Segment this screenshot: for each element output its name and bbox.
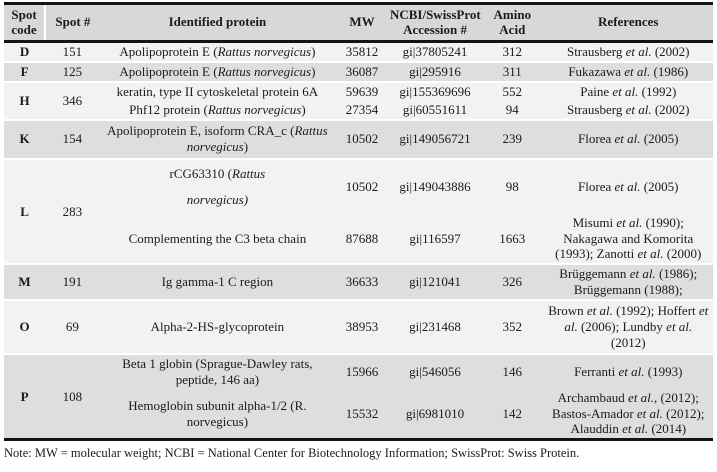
col-header-references: References	[543, 3, 713, 43]
cell-mw: 27354	[335, 100, 389, 120]
cell-mw: 36633	[335, 263, 389, 301]
cell-references: Ferranti et al. (1993)	[543, 353, 713, 389]
cell-identified-protein: Apolipoprotein E (Rattus norvegicus)	[99, 41, 336, 62]
cell-amino-acid: 312	[481, 41, 544, 62]
cell-mw: 87688	[335, 213, 389, 265]
cell-amino-acid: 98	[481, 157, 544, 214]
cell-amino-acid: 1663	[481, 213, 544, 265]
table-row: F 125 Apolipoprotein E (Rattus norvegicus)…	[4, 60, 713, 82]
cell-spot-number: 283	[45, 157, 100, 265]
table-row: H 346 keratin, type II cytoskeletal protei…	[4, 80, 713, 120]
table-row: Phf12 protein (Rattus norvegicus) 27354 gi…	[4, 100, 713, 120]
header-row: Spot code Spot # Identified protein MW N…	[4, 3, 713, 43]
table-row: Hemoglobin subunit alpha-1/2 (R. norvegi…	[4, 388, 713, 440]
cell-amino-acid: 552	[481, 80, 544, 101]
cell-spot-number: 154	[45, 118, 100, 159]
cell-accession-number: gi|121041	[388, 263, 482, 301]
table-note: Note: MW = molecular weight; NCBI = Nati…	[4, 446, 580, 461]
cell-accession-number: gi|6981010	[388, 388, 482, 440]
cell-identified-protein: Alpha-2-HS-glycoprotein	[99, 299, 336, 355]
table-row: D 151 Apolipoprotein E (Rattus norvegicus)…	[4, 41, 713, 62]
cell-identified-protein: Hemoglobin subunit alpha-1/2 (R. norvegi…	[99, 388, 336, 440]
col-header-identified-protein: Identified protein	[99, 3, 336, 43]
cell-spot-code: O	[4, 299, 46, 355]
cell-references: Strausberg et al. (2002)	[543, 41, 713, 62]
cell-mw: 10502	[335, 118, 389, 159]
cell-accession-number: gi|37805241	[388, 41, 482, 62]
cell-amino-acid: 311	[481, 60, 544, 82]
cell-amino-acid: 142	[481, 388, 544, 440]
cell-accession-number: gi|155369696	[388, 80, 482, 101]
cell-accession-number: gi|116597	[388, 213, 482, 265]
col-header-spot-number: Spot #	[45, 3, 100, 43]
cell-amino-acid: 352	[481, 299, 544, 355]
cell-identified-protein: Complementing the C3 beta chain	[99, 213, 336, 265]
table-body: D 151 Apolipoprotein E (Rattus norvegicus)…	[4, 41, 713, 440]
cell-spot-number: 151	[45, 41, 100, 62]
cell-spot-code: D	[4, 41, 46, 62]
cell-mw: 15532	[335, 388, 389, 440]
cell-spot-number: 191	[45, 263, 100, 301]
table-row: P 108 Beta 1 globin (Sprague-Dawley rats, …	[4, 353, 713, 440]
cell-amino-acid: 146	[481, 353, 544, 389]
cell-spot-number: 69	[45, 299, 100, 355]
col-header-accession: NCBI/SwissProt Accession #	[388, 3, 482, 43]
cell-references: Fukazawa et al. (1986)	[543, 60, 713, 82]
cell-spot-number: 108	[45, 353, 100, 440]
cell-accession-number: gi|231468	[388, 299, 482, 355]
cell-amino-acid: 326	[481, 263, 544, 301]
cell-references: Paine et al. (1992)	[543, 80, 713, 101]
col-header-mw: MW	[335, 3, 389, 43]
cell-spot-code: M	[4, 263, 46, 301]
cell-mw: 36087	[335, 60, 389, 82]
cell-mw: 35812	[335, 41, 389, 62]
cell-mw: 15966	[335, 353, 389, 389]
protein-identification-table: Spot code Spot # Identified protein MW N…	[4, 2, 713, 442]
cell-identified-protein: rCG63310 (Rattus norvegicus)	[99, 157, 336, 214]
cell-identified-protein: Phf12 protein (Rattus norvegicus)	[99, 100, 336, 120]
col-header-spot-code: Spot code	[4, 3, 47, 43]
table-figure: Spot code Spot # Identified protein MW N…	[4, 2, 713, 461]
cell-accession-number: gi|149043886	[388, 157, 482, 214]
cell-accession-number: gi|546056	[388, 353, 482, 389]
cell-references: Florea et al. (2005)	[543, 118, 713, 159]
cell-identified-protein: Apolipoprotein E (Rattus norvegicus)	[99, 60, 336, 82]
col-header-amino-acid: Amino Acid	[481, 3, 544, 43]
cell-references: Florea et al. (2005)	[543, 157, 713, 214]
table-header: Spot code Spot # Identified protein MW N…	[4, 3, 713, 43]
cell-identified-protein: keratin, type II cytoskeletal protein 6A	[99, 80, 336, 101]
cell-spot-number: 125	[45, 60, 100, 82]
table-row: K 154 Apolipoprotein E, isoform CRA_c (Rat…	[4, 118, 713, 159]
cell-references: Archambaud et al., (2012); Bastos-Amador…	[543, 388, 713, 440]
cell-accession-number: gi|295916	[388, 60, 482, 82]
cell-spot-code: H	[4, 80, 46, 120]
cell-accession-number: gi|149056721	[388, 118, 482, 159]
cell-spot-number: 346	[45, 80, 100, 120]
table-row: O 69 Alpha-2-HS-glycoprotein 38953 gi|231468…	[4, 299, 713, 355]
cell-identified-protein: Beta 1 globin (Sprague-Dawley rats, pept…	[99, 353, 336, 389]
cell-amino-acid: 239	[481, 118, 544, 159]
cell-references: Strausberg et al. (2002)	[543, 100, 713, 120]
cell-spot-code: F	[4, 60, 46, 82]
table-row: Complementing the C3 beta chain 87688 gi|1…	[4, 213, 713, 265]
cell-references: Brüggemann et al. (1986); Brüggemann (19…	[543, 263, 713, 301]
cell-accession-number: gi|60551611	[388, 100, 482, 120]
cell-spot-code: K	[4, 118, 46, 159]
cell-references: Brown et al. (1992); Hoffert et al. (200…	[543, 299, 713, 355]
cell-amino-acid: 94	[481, 100, 544, 120]
table-row: L 283 rCG63310 (Rattus norvegicus) 10502 gi|1…	[4, 157, 713, 265]
cell-spot-code: L	[4, 157, 46, 265]
cell-identified-protein: Ig gamma-1 C region	[99, 263, 336, 301]
cell-mw: 10502	[335, 157, 389, 214]
cell-spot-code: P	[4, 353, 46, 440]
cell-mw: 59639	[335, 80, 389, 101]
cell-mw: 38953	[335, 299, 389, 355]
cell-references: Misumi et al. (1990); Nakagawa and Komor…	[543, 213, 713, 265]
cell-identified-protein: Apolipoprotein E, isoform CRA_c (Rattus …	[99, 118, 336, 159]
table-row: M 191 Ig gamma-1 C region 36633 gi|121041 326…	[4, 263, 713, 301]
